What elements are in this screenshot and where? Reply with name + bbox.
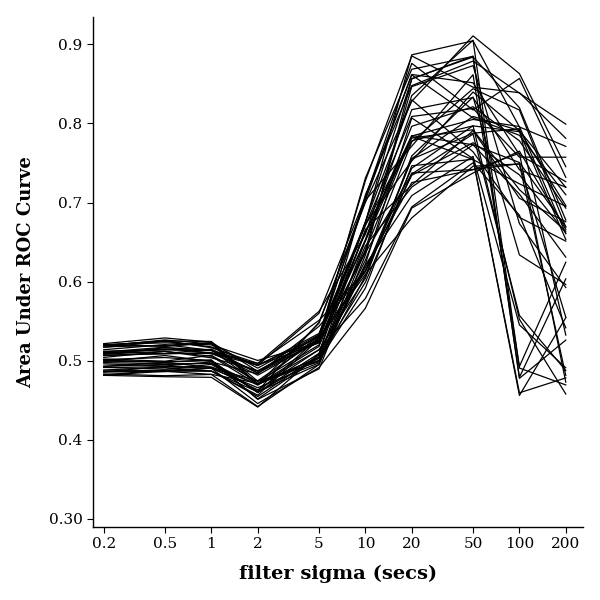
- X-axis label: filter sigma (secs): filter sigma (secs): [239, 565, 437, 583]
- Y-axis label: Area Under ROC Curve: Area Under ROC Curve: [17, 156, 35, 388]
